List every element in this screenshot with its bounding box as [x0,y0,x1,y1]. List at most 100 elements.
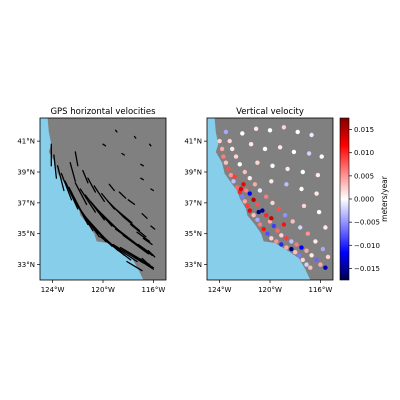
velocity-vector [130,223,147,238]
velocity-vector [106,240,138,263]
colorbar-tick-label: −0.015 [354,265,380,273]
station-point [264,194,269,199]
station-point [281,222,287,227]
x-tick-label: 116°W [142,286,166,294]
station-point [240,131,245,136]
station-point [255,202,260,207]
station-point [227,138,232,144]
left-y-ticks: 33°N 35°N 37°N 39°N 41°N [17,138,40,269]
station-point [306,151,312,156]
station-point [269,216,274,221]
station-point [299,245,304,250]
velocity-vector [141,213,148,219]
station-point [314,191,319,196]
station-point [241,182,246,187]
station-point [252,182,258,187]
station-point [300,169,305,175]
right-y-ticks: 33°N 35°N 37°N 39°N 41°N [184,138,207,269]
velocity-vector [126,260,143,272]
colorbar-tick-label: −0.010 [354,242,380,250]
velocity-vector [122,234,150,255]
station-point [282,213,288,218]
velocity-vector [82,169,89,184]
y-tick-label: 41°N [184,138,202,146]
horizontal-velocity-panel: GPS horizontal velocities 124°W 120°W 116°… [17,107,167,294]
station-point [247,176,252,181]
right-panel-title: Vertical velocity [236,107,304,117]
x-tick-label: 120°W [258,286,282,294]
velocity-vector [147,250,156,258]
velocity-vector [140,177,144,181]
station-point [265,231,270,236]
velocity-vector [99,236,132,261]
station-point [257,188,263,193]
colorbar-tick-label: 0.015 [354,126,374,134]
velocity-vectors [50,129,156,272]
station-point [319,154,324,159]
velocity-vector [84,194,105,221]
velocity-vector [60,172,73,201]
y-tick-label: 35°N [17,230,35,238]
velocity-vector [150,188,155,192]
station-point [242,199,247,204]
y-tick-label: 37°N [17,199,35,207]
station-point [270,200,275,206]
station-point [235,185,240,190]
station-point [228,172,234,178]
colorbar-tick-label: 0.005 [354,172,374,180]
station-point [300,257,305,263]
x-tick-label: 116°W [309,286,333,294]
station-point [301,203,307,209]
station-point [242,169,247,175]
velocity-vector [133,256,155,270]
y-tick-label: 39°N [17,169,35,177]
station-point [279,242,284,247]
station-point [275,228,280,233]
velocity-vector [127,199,136,206]
velocity-vector [133,135,137,139]
station-point [257,222,263,227]
station-point [261,226,266,232]
station-point [231,179,236,184]
velocity-vector [64,180,79,210]
station-point [284,245,289,250]
velocity-vector [114,129,118,133]
velocity-vector [130,239,153,256]
station-point [269,179,274,184]
velocity-vector [74,151,79,167]
station-point [243,188,249,193]
station-point [267,128,273,133]
velocity-vector [136,231,151,243]
station-point [295,129,300,135]
velocity-vector [121,152,126,156]
velocity-vector [108,183,115,192]
station-point [309,132,314,138]
station-point [304,262,309,267]
station-point [289,239,294,244]
station-point [277,145,283,150]
station-point [323,225,328,230]
vertical-velocity-panel: Vertical velocity 124°W 120°W 116°W 33°N 35… [184,107,334,294]
y-tick-label: 39°N [184,169,202,177]
colorbar-ticks: 0.015 0.010 0.005 0.000 −0.005 −0.010 −0.015 [349,126,380,273]
velocity-vector [93,185,105,202]
station-point [304,248,309,253]
velocity-vector [53,154,58,179]
station-point [248,142,254,147]
station-point [253,126,259,131]
station-point [325,254,331,260]
land-area [214,118,333,280]
station-point [323,265,328,270]
station-point [298,225,303,230]
station-point [270,163,275,168]
station-point [230,146,235,152]
station-point [245,203,250,209]
velocity-vector [74,182,88,206]
station-point [313,239,318,244]
station-point [281,125,287,130]
velocity-vector [141,257,153,269]
station-point [305,231,310,236]
station-point [223,160,229,165]
velocity-vector [114,208,133,224]
